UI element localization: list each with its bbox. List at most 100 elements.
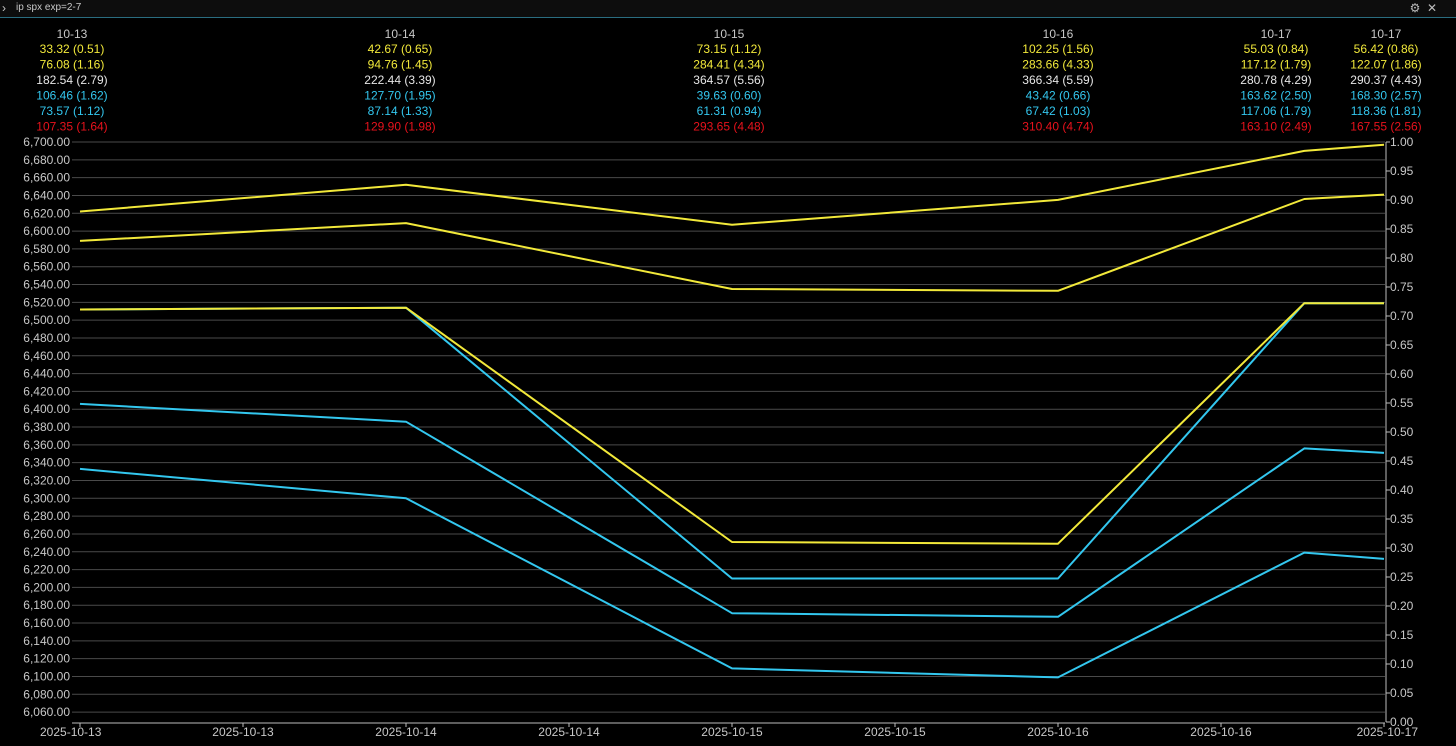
y-left-tick-label: 6,240.00 xyxy=(23,545,70,559)
x-tick-label: 2025-10-13 xyxy=(40,725,102,739)
y-right-tick-label: 0.70 xyxy=(1390,309,1414,323)
y-right-tick-label: 0.25 xyxy=(1390,570,1414,584)
y-left-tick-label: 6,700.00 xyxy=(23,135,70,149)
header-value-label: 163.10 (2.49) xyxy=(1240,120,1311,134)
y-right-tick-label: 0.45 xyxy=(1390,454,1414,468)
y-left-tick-label: 6,460.00 xyxy=(23,349,70,363)
y-right-tick-label: 0.85 xyxy=(1390,222,1414,236)
close-icon[interactable]: ✕ xyxy=(1426,1,1438,15)
gear-icon[interactable]: ⚙ xyxy=(1409,1,1421,15)
header-date-label: 10-17 xyxy=(1371,27,1402,41)
y-right-tick-label: 0.20 xyxy=(1390,599,1414,613)
y-left-tick-label: 6,660.00 xyxy=(23,171,70,185)
y-left-tick-label: 6,260.00 xyxy=(23,527,70,541)
y-left-tick-label: 6,060.00 xyxy=(23,705,70,719)
x-tick-label: 2025-10-14 xyxy=(375,725,437,739)
y-left-tick-label: 6,480.00 xyxy=(23,331,70,345)
y-left-tick-label: 6,540.00 xyxy=(23,278,70,292)
header-value-label: 167.55 (2.56) xyxy=(1350,120,1421,134)
y-right-tick-label: 0.10 xyxy=(1390,657,1414,671)
header-date-label: 10-13 xyxy=(57,27,88,41)
header-value-label: 73.15 (1.12) xyxy=(697,42,762,56)
header-value-label: 182.54 (2.79) xyxy=(36,73,107,87)
header-value-label: 87.14 (1.33) xyxy=(368,104,433,118)
header-value-label: 55.03 (0.84) xyxy=(1244,42,1309,56)
y-left-tick-label: 6,680.00 xyxy=(23,153,70,167)
header-value-label: 117.06 (1.79) xyxy=(1241,104,1312,118)
y-left-tick-label: 6,320.00 xyxy=(23,473,70,487)
header-value-label: 67.42 (1.03) xyxy=(1026,104,1091,118)
y-axis-left: 6,700.00 6,680.00 6,660.00 6,640.00 6,620.00… xyxy=(23,135,70,719)
y-left-tick-label: 6,360.00 xyxy=(23,438,70,452)
x-tick-label: 2025-10-13 xyxy=(212,725,274,739)
header-value-label: 129.90 (1.98) xyxy=(364,120,435,134)
y-left-tick-label: 6,300.00 xyxy=(23,491,70,505)
y-left-tick-label: 6,380.00 xyxy=(23,420,70,434)
x-tick-label: 2025-10-14 xyxy=(538,725,600,739)
y-right-tick-label: 0.50 xyxy=(1390,425,1414,439)
y-left-tick-label: 6,220.00 xyxy=(23,563,70,577)
header-value-label: 293.65 (4.48) xyxy=(693,120,764,134)
series-line-1 xyxy=(79,143,1385,226)
x-tick-label: 2025-10-15 xyxy=(864,725,926,739)
header-value-label: 107.35 (1.64) xyxy=(36,120,107,134)
header-value-label: 280.78 (4.29) xyxy=(1240,73,1311,87)
y-right-tick-label: 0.00 xyxy=(1390,715,1414,729)
header-date-label: 10-16 xyxy=(1043,27,1074,41)
series-line-4 xyxy=(79,302,1384,545)
y-left-tick-label: 6,420.00 xyxy=(23,384,70,398)
series-line-3 xyxy=(79,302,1384,580)
chevron-right-icon[interactable]: › xyxy=(2,1,6,15)
series xyxy=(79,143,1385,679)
window-title: ip spx exp=2-7 xyxy=(16,2,82,13)
window-titlebar: › ip spx exp=2-7 ⚙ ✕ xyxy=(0,0,1456,18)
header-value-label: 43.42 (0.66) xyxy=(1026,89,1091,103)
y-left-tick-label: 6,440.00 xyxy=(23,367,70,381)
header-value-label: 117.12 (1.79) xyxy=(1241,58,1312,72)
y-right-tick-label: 0.75 xyxy=(1390,280,1414,294)
y-left-tick-label: 6,120.00 xyxy=(23,652,70,666)
series-line-2 xyxy=(79,193,1385,292)
series-line-5 xyxy=(79,402,1385,618)
y-left-tick-label: 6,580.00 xyxy=(23,242,70,256)
header-value-label: 106.46 (1.62) xyxy=(36,89,107,103)
x-tick-label: 2025-10-17 xyxy=(1357,725,1419,739)
x-axis: 2025-10-13 2025-10-13 2025-10-14 2025-10-14… xyxy=(40,722,1419,739)
y-left-tick-label: 6,500.00 xyxy=(23,313,70,327)
header-value-label: 163.62 (2.50) xyxy=(1240,89,1311,103)
y-left-tick-label: 6,280.00 xyxy=(23,509,70,523)
header-value-label: 39.63 (0.60) xyxy=(697,89,762,103)
y-left-tick-label: 6,180.00 xyxy=(23,598,70,612)
header-date-label: 10-17 xyxy=(1261,27,1292,41)
y-right-tick-label: 0.15 xyxy=(1390,628,1414,642)
grid xyxy=(72,141,1385,713)
header-value-label: 42.67 (0.65) xyxy=(368,42,433,56)
header-value-label: 33.32 (0.51) xyxy=(40,42,105,56)
header-date-label: 10-15 xyxy=(714,27,745,41)
y-right-tick-label: 0.55 xyxy=(1390,396,1414,410)
header-date-label: 10-14 xyxy=(385,27,416,41)
y-left-tick-label: 6,140.00 xyxy=(23,634,70,648)
y-left-tick-label: 6,080.00 xyxy=(23,687,70,701)
y-right-tick-label: 0.40 xyxy=(1390,483,1414,497)
header-value-label: 366.34 (5.59) xyxy=(1022,73,1093,87)
y-left-tick-label: 6,200.00 xyxy=(23,580,70,594)
y-right-tick-label: 0.05 xyxy=(1390,686,1414,700)
y-right-tick-label: 0.65 xyxy=(1390,338,1414,352)
y-left-tick-label: 6,520.00 xyxy=(23,295,70,309)
y-left-tick-label: 6,400.00 xyxy=(23,402,70,416)
y-right-tick-label: 0.30 xyxy=(1390,541,1414,555)
header-value-label: 284.41 (4.34) xyxy=(693,58,764,72)
y-left-tick-label: 6,340.00 xyxy=(23,456,70,470)
header-value-label: 102.25 (1.56) xyxy=(1022,42,1093,56)
y-left-tick-label: 6,640.00 xyxy=(23,188,70,202)
header-value-label: 310.40 (4.74) xyxy=(1022,120,1093,134)
y-left-tick-label: 6,160.00 xyxy=(23,616,70,630)
y-right-tick-label: 0.80 xyxy=(1390,251,1414,265)
header-value-label: 168.30 (2.57) xyxy=(1350,89,1421,103)
y-right-tick-label: 0.60 xyxy=(1390,367,1414,381)
x-tick-label: 2025-10-16 xyxy=(1190,725,1252,739)
y-left-tick-label: 6,100.00 xyxy=(23,669,70,683)
